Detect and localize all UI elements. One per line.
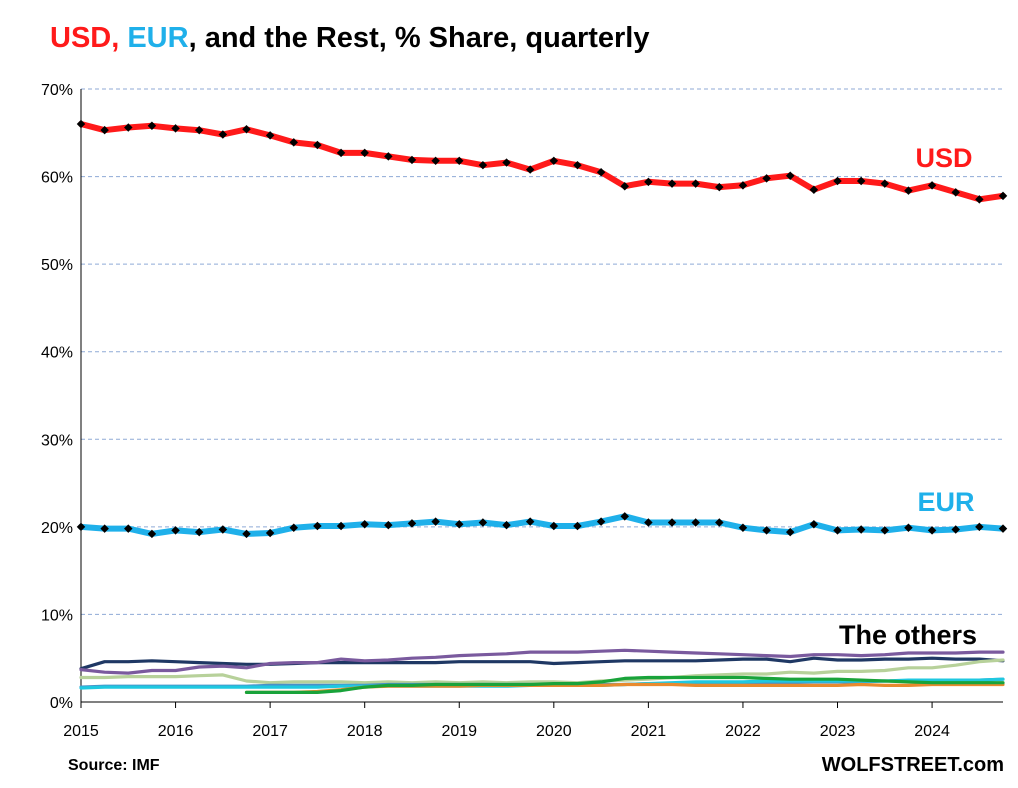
data-point-eur [975,522,984,532]
data-point-eur [951,525,960,534]
x-tick-label: 2020 [536,723,572,740]
data-point-eur [431,517,440,526]
x-tick-label: 2023 [820,723,856,740]
data-point-eur [691,518,700,527]
data-point-eur [525,517,535,526]
data-point-usd [336,148,346,158]
data-point-eur [265,528,275,538]
data-point-eur [927,526,937,535]
data-point-usd [124,123,133,132]
x-tick-label: 2022 [725,723,761,740]
data-point-eur [336,521,346,531]
data-point-eur [738,523,748,532]
series-line-other-2 [79,656,1005,671]
data-point-eur [407,519,417,528]
title-usd: USD, [50,22,128,54]
data-point-eur [573,521,582,531]
y-tick-label: 50% [41,257,73,274]
data-point-eur [904,523,913,532]
y-tick-label: 70% [41,82,73,99]
x-tick-label: 2019 [441,723,477,740]
data-point-eur [596,517,606,526]
data-point-usd [147,121,157,131]
x-tick-label: 2018 [347,723,383,740]
y-tick-label: 10% [41,607,73,624]
data-point-usd [171,124,180,133]
y-tick-label: 40% [41,345,73,362]
data-point-eur [502,520,511,530]
data-point-eur [833,526,842,535]
series-line-other-8 [244,675,1005,695]
data-point-eur [384,520,393,530]
data-point-usd [289,138,299,147]
data-point-eur [313,521,322,531]
series-line-eur [78,513,1006,537]
data-point-usd [431,156,440,166]
title-rest: , and the Rest, % Share, quarterly [188,22,650,54]
x-tick-label: 2024 [914,723,950,740]
series-line-other-3 [79,648,1005,675]
data-point-eur [880,526,890,535]
x-tick-label: 2016 [158,723,194,740]
data-point-eur [289,523,299,532]
y-tick-label: 30% [41,432,73,449]
data-point-usd [265,131,275,140]
data-point-eur [360,519,369,529]
data-point-usd [455,156,464,166]
usd-label: USD [915,143,972,173]
data-point-eur [549,521,559,531]
data-point-eur [667,518,677,527]
data-point-usd [100,125,109,135]
eur-label: EUR [917,487,974,517]
other-currency-lines [79,648,1005,695]
x-tick-labels: 2015 2016 2017 2018 2019 2020 2021 2022 2023 2024 [63,723,950,740]
y-tick-labels: 0% 10% 20% 30% 40% 50% 60% 70% [41,82,73,712]
data-point-usd [407,155,417,165]
data-point-usd [194,125,204,135]
data-point-eur [455,519,464,529]
data-point-eur [644,518,653,527]
data-point-eur [762,526,771,535]
data-point-eur [998,524,1008,533]
data-point-usd [384,152,393,161]
title-eur: EUR [127,22,189,54]
x-tick-label: 2015 [63,723,99,740]
others-label: The others [839,620,977,650]
data-point-eur [715,518,724,527]
brand-watermark: WOLFSTREET.com [821,754,1004,776]
series-line-other-4 [79,658,1005,685]
data-point-eur [809,519,819,529]
y-tick-label: 0% [50,695,73,712]
data-point-usd [502,158,511,167]
data-point-usd [360,148,369,158]
chart-title: USD, EUR, and the Rest, % Share, quarter… [50,22,650,55]
data-point-eur [478,518,488,527]
data-point-eur [620,512,629,521]
axes [80,89,1003,708]
x-tick-label: 2021 [631,723,667,740]
data-point-eur [856,525,866,534]
y-tick-label: 20% [41,520,73,537]
data-point-usd [313,140,322,150]
series-line-usd [78,121,1006,203]
data-point-usd [478,160,488,170]
data-point-usd [218,130,228,139]
y-tick-label: 60% [41,170,73,187]
data-point-usd [76,119,86,129]
data-point-usd [242,125,251,134]
main-currency-lines [76,119,1008,539]
x-tick-label: 2017 [252,723,288,740]
source-note: Source: IMF [68,757,160,774]
data-point-eur [785,527,795,537]
